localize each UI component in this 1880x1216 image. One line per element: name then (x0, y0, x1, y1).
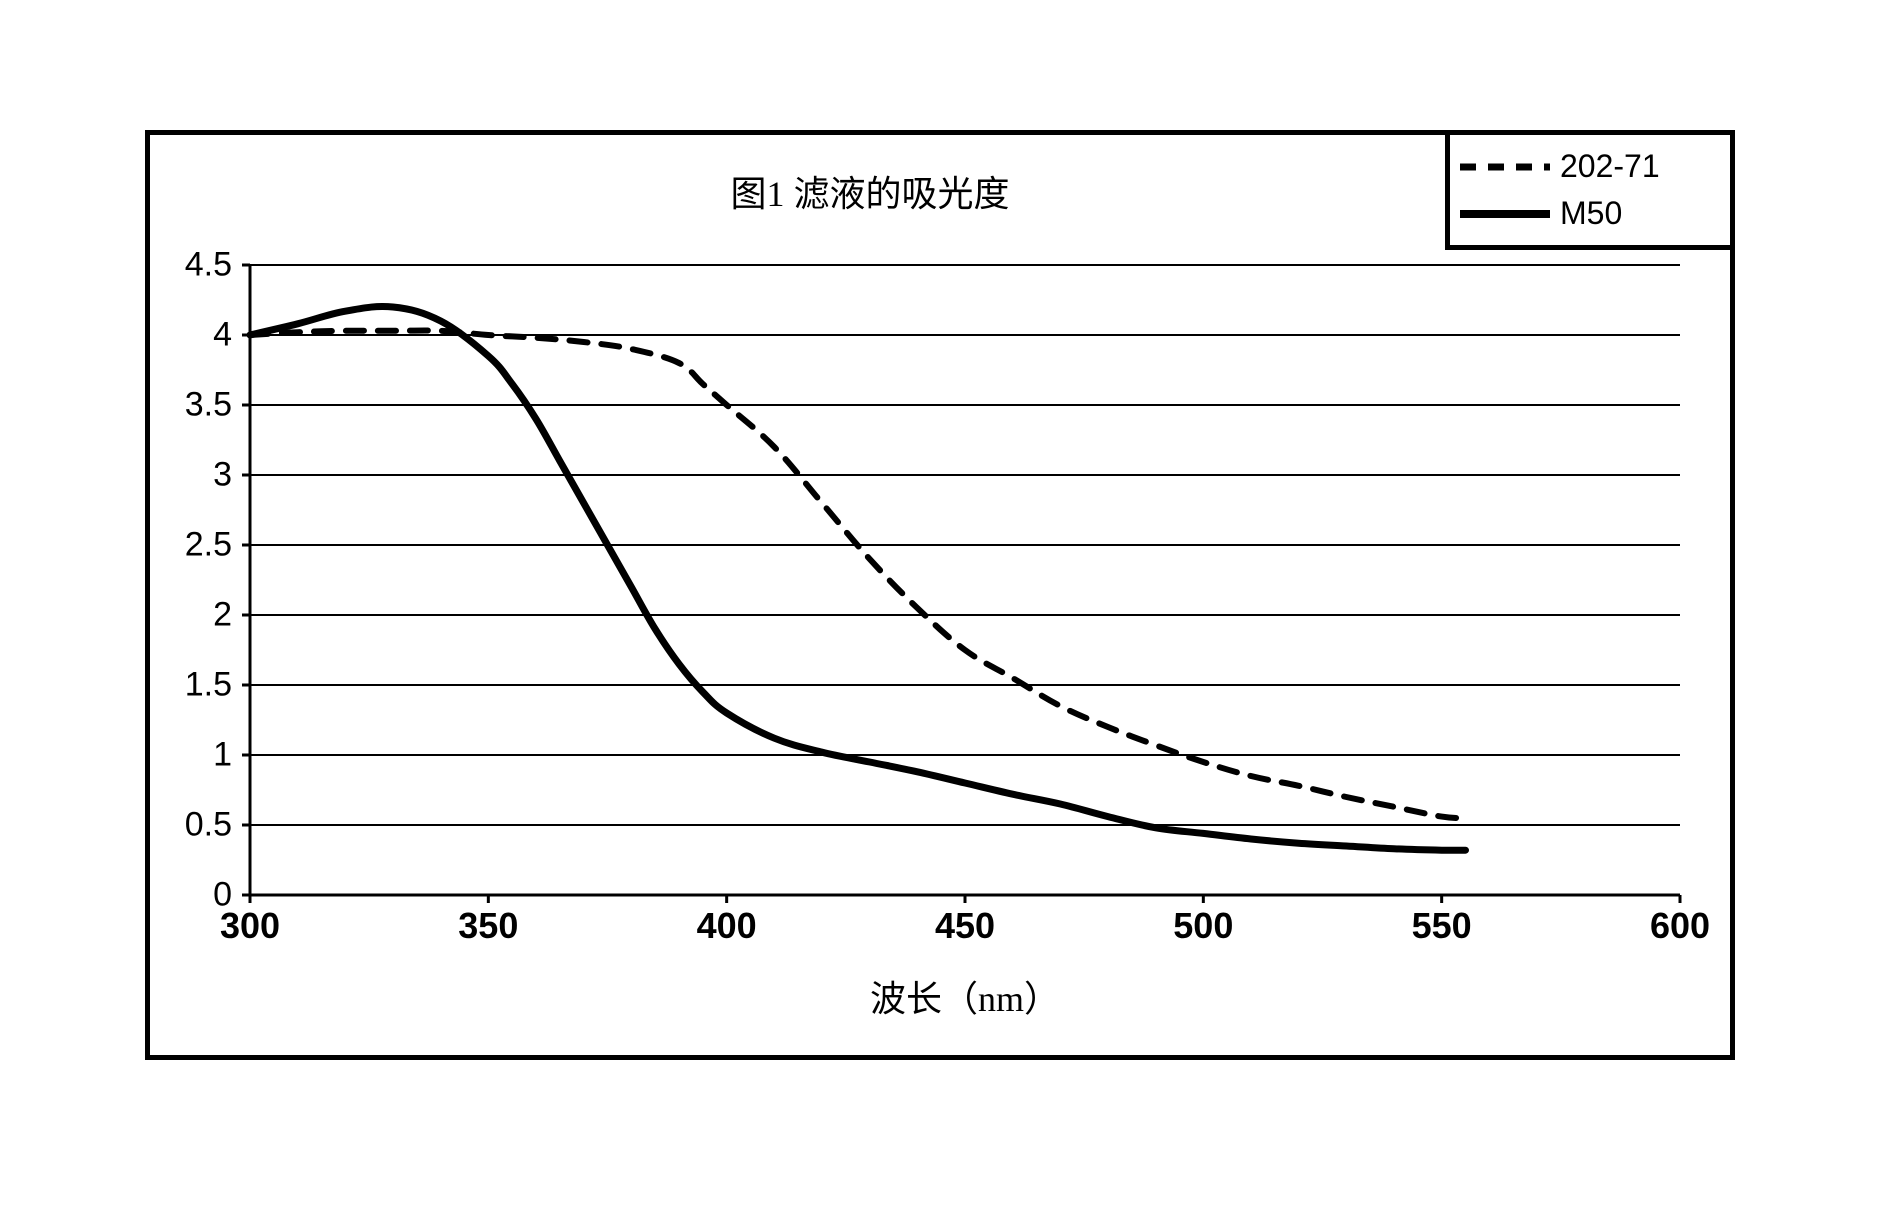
y-tick-label: 3 (213, 456, 232, 495)
legend-item-m50: M50 (1460, 190, 1720, 237)
x-tick-label: 300 (220, 905, 280, 947)
x-tick-labels: 300350400450500550600 (250, 905, 1680, 965)
x-tick-label: 400 (697, 905, 757, 947)
plot-svg (250, 265, 1680, 895)
y-tick-label: 2.5 (185, 526, 232, 565)
series-s202_71 (250, 330, 1466, 818)
y-tick-label: 2 (213, 596, 232, 635)
x-axis-label: 波长（nm） (250, 970, 1680, 1022)
y-tick-label: 4 (213, 316, 232, 355)
legend-label: 202-71 (1560, 148, 1660, 185)
y-tick-label: 1 (213, 736, 232, 775)
legend-swatch-dashed (1460, 147, 1550, 187)
x-tick-label: 600 (1650, 905, 1710, 947)
series-m50 (250, 306, 1466, 850)
y-tick-label: 3.5 (185, 386, 232, 425)
x-tick-label: 550 (1412, 905, 1472, 947)
x-tick-label: 350 (458, 905, 518, 947)
chart-frame: 图1 滤液的吸光度 202-71 M50 00.511.522.533.544.… (145, 130, 1735, 1060)
y-tick-label: 0.5 (185, 806, 232, 845)
y-tick-labels: 00.511.522.533.544.5 (150, 265, 240, 895)
page: 图1 滤液的吸光度 202-71 M50 00.511.522.533.544.… (0, 0, 1880, 1216)
y-tick-label: 1.5 (185, 666, 232, 705)
legend-swatch-solid (1460, 194, 1550, 234)
legend: 202-71 M50 (1445, 130, 1735, 250)
legend-item-202-71: 202-71 (1460, 143, 1720, 190)
plot-area (250, 265, 1680, 895)
y-tick-label: 4.5 (185, 246, 232, 285)
legend-label: M50 (1560, 195, 1622, 232)
chart-title: 图1 滤液的吸光度 (570, 165, 1170, 217)
x-tick-label: 500 (1173, 905, 1233, 947)
x-tick-label: 450 (935, 905, 995, 947)
